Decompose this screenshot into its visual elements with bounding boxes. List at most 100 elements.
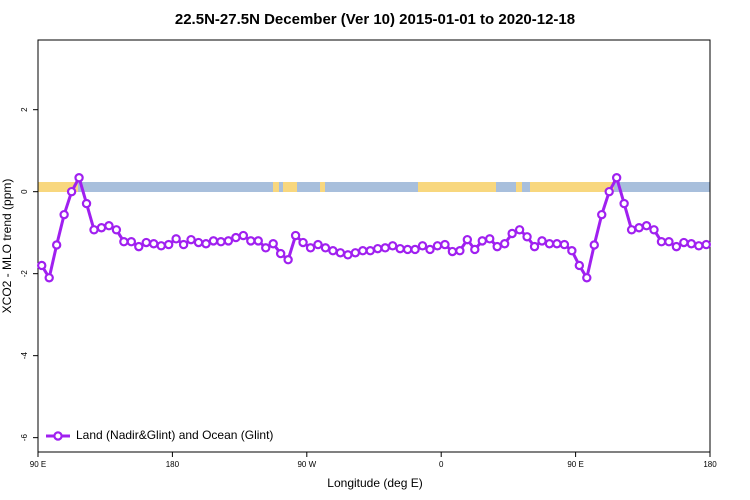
- data-point: [664, 236, 674, 247]
- data-point: [111, 225, 122, 235]
- data-point: [582, 273, 592, 283]
- data-point: [425, 244, 435, 255]
- data-point: [313, 239, 323, 250]
- data-point: [694, 241, 704, 251]
- data-point: [477, 236, 487, 246]
- data-point: [589, 240, 599, 250]
- data-point: [193, 237, 204, 248]
- data-point: [522, 232, 532, 242]
- data-point: [432, 241, 443, 251]
- data-point: [290, 230, 301, 241]
- data-point: [89, 225, 99, 235]
- data-point: [402, 244, 413, 255]
- data-point: [529, 241, 540, 252]
- data-point: [641, 221, 652, 231]
- data-point: [649, 225, 659, 235]
- data-point: [134, 241, 144, 252]
- data-point: [626, 225, 637, 235]
- x-tick-label: 90 E: [30, 460, 46, 469]
- data-point: [178, 239, 189, 250]
- data-point: [238, 230, 249, 241]
- data-point: [380, 243, 390, 253]
- data-point: [126, 236, 137, 247]
- data-point: [507, 228, 517, 239]
- chart-title: 22.5N-27.5N December (Ver 10) 2015-01-01…: [175, 11, 575, 28]
- data-point: [387, 241, 398, 251]
- data-point: [619, 198, 629, 209]
- data-point: [686, 239, 697, 249]
- data-point: [216, 236, 226, 247]
- data-point: [567, 246, 577, 256]
- data-point: [485, 234, 495, 244]
- data-point: [96, 223, 107, 233]
- data-point: [59, 209, 69, 220]
- y-tick-label: -6: [20, 434, 29, 442]
- data-point: [223, 236, 234, 246]
- data-point: [544, 239, 555, 249]
- data-point: [283, 255, 293, 265]
- data-point: [455, 246, 465, 256]
- data-point: [171, 234, 181, 244]
- data-point: [462, 234, 473, 245]
- data-point: [656, 236, 667, 247]
- legend-marker: [53, 431, 63, 441]
- data-point: [492, 241, 502, 252]
- data-point: [604, 186, 614, 197]
- data-point: [671, 241, 682, 252]
- data-point: [163, 239, 174, 250]
- land-band: [273, 182, 279, 192]
- data-point: [253, 236, 263, 246]
- x-axis-label: Longitude (deg E): [327, 476, 422, 490]
- data-point: [365, 246, 375, 256]
- data-point: [634, 223, 644, 233]
- data-point: [298, 237, 308, 248]
- data-point: [141, 237, 151, 248]
- data-point: [246, 236, 256, 246]
- legend-label: Land (Nadir&Glint) and Ocean (Glint): [76, 428, 273, 442]
- ocean-band: [38, 182, 710, 192]
- data-point: [81, 198, 92, 209]
- land-band: [516, 182, 522, 192]
- y-axis-label: XCO2 - MLO trend (ppm): [0, 179, 14, 314]
- data-point: [447, 246, 458, 257]
- y-tick-label: -4: [20, 352, 29, 360]
- data-point: [201, 239, 211, 249]
- land-band: [320, 182, 325, 192]
- data-point: [275, 248, 286, 259]
- data-point: [679, 237, 689, 248]
- data-point: [499, 239, 510, 249]
- data-point: [350, 248, 361, 258]
- data-point: [149, 239, 159, 249]
- data-point: [597, 209, 607, 220]
- legend-item: Land (Nadir&Glint) and Ocean (Glint): [46, 428, 273, 442]
- data-point: [119, 236, 129, 247]
- x-tick-label: 90 E: [567, 460, 583, 469]
- x-tick-label: 180: [166, 460, 180, 469]
- data-point: [358, 246, 368, 256]
- data-point: [104, 221, 114, 231]
- data-point: [552, 239, 562, 249]
- data-point: [74, 173, 84, 183]
- data-point: [44, 273, 54, 283]
- data-point: [320, 243, 331, 253]
- data-point: [328, 246, 338, 256]
- data-point: [51, 240, 62, 250]
- y-tick-label: 0: [20, 189, 29, 194]
- data-point: [261, 243, 271, 253]
- land-band: [38, 182, 78, 192]
- data-point: [410, 244, 420, 255]
- data-point: [231, 232, 241, 243]
- y-tick-label: 2: [20, 107, 29, 112]
- land-ocean-strip: [38, 182, 710, 192]
- x-tick-label: 0: [439, 460, 444, 469]
- data-point: [186, 234, 196, 245]
- x-tick-label: 180: [703, 460, 717, 469]
- data-point: [335, 248, 346, 258]
- land-band: [530, 182, 614, 192]
- x-tick-label: 90 W: [297, 460, 316, 469]
- data-point: [156, 241, 166, 251]
- data-point: [514, 225, 525, 235]
- data-point: [208, 236, 219, 246]
- data-point: [417, 241, 428, 251]
